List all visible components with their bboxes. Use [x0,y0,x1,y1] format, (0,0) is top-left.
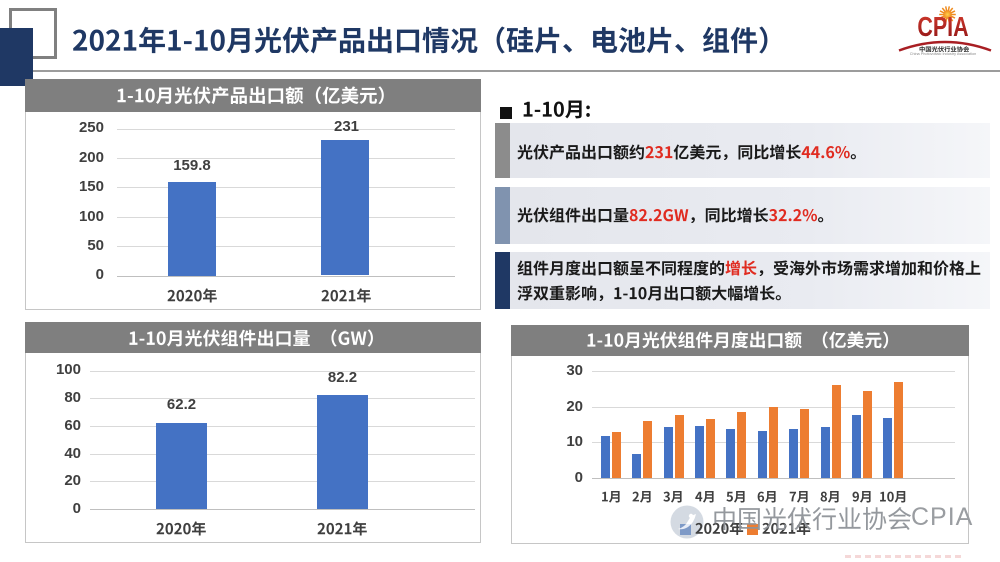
svg-text:CPIA: CPIA [917,13,968,43]
